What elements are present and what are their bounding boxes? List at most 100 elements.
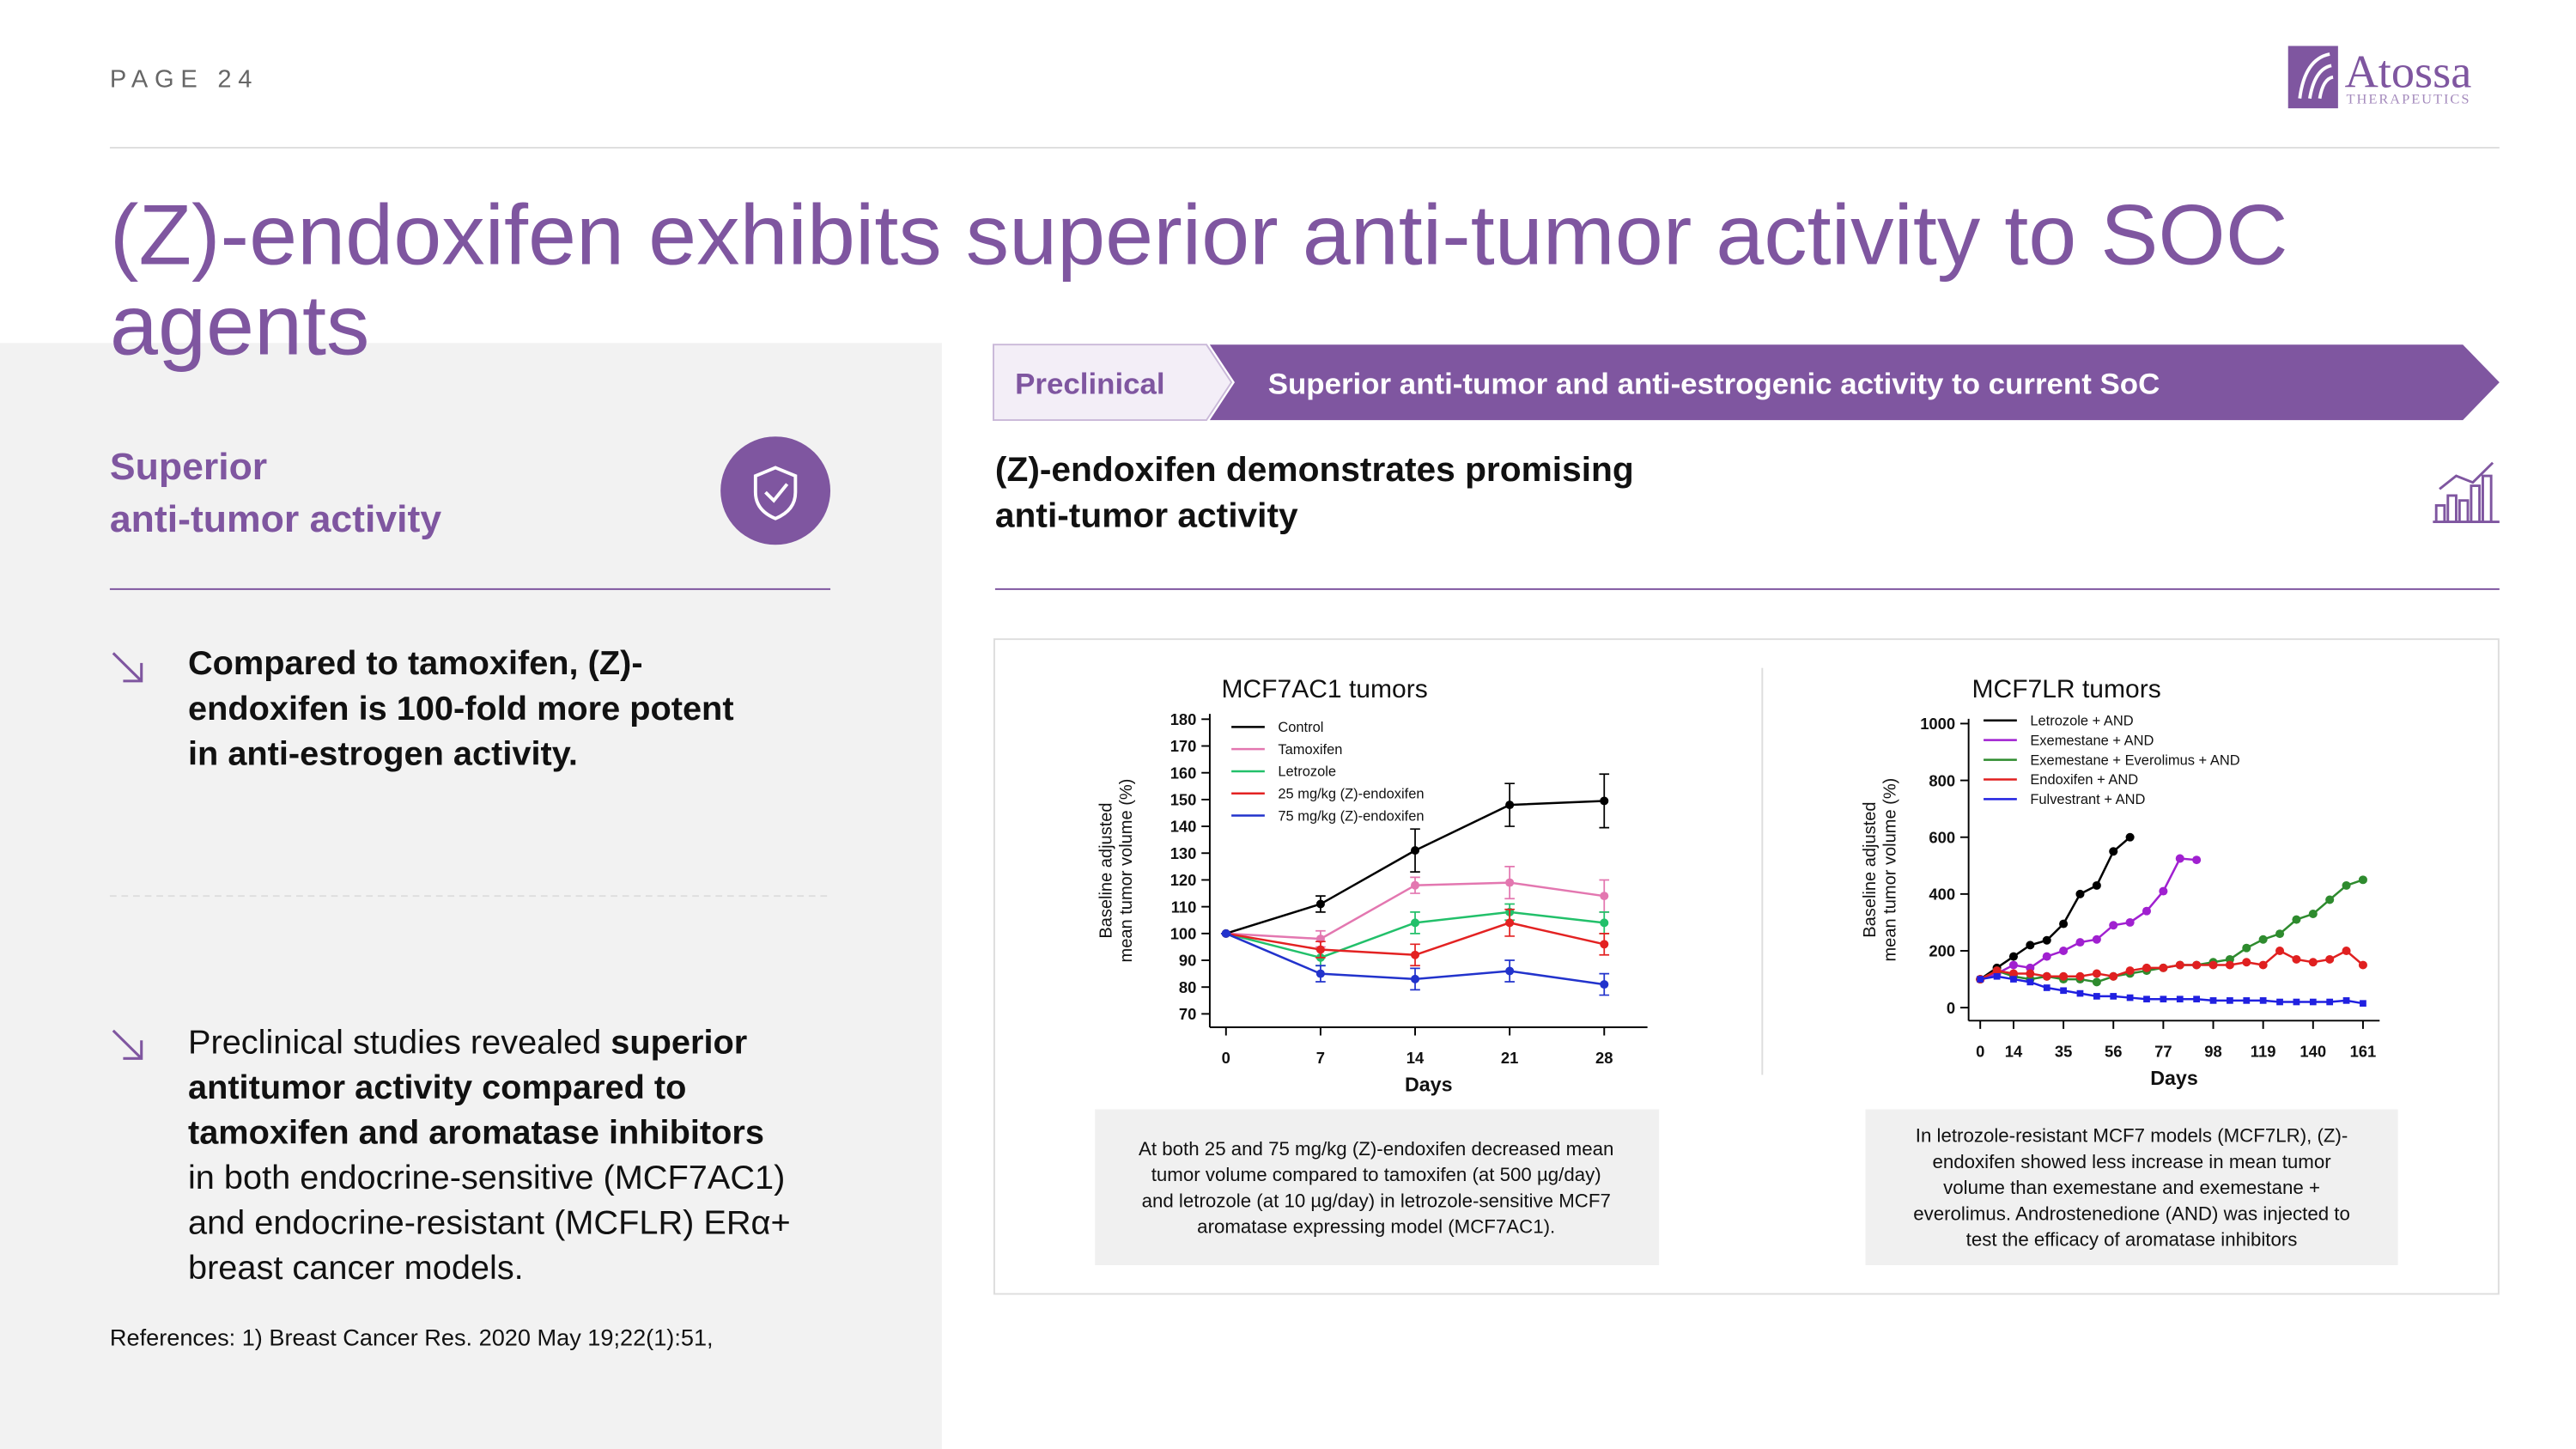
bullet-text: in anti-estrogen activity. xyxy=(188,735,578,773)
x-axis-label: Days xyxy=(2150,1067,2198,1089)
references: References: 1) Breast Cancer Res. 2020 M… xyxy=(110,1325,714,1351)
point xyxy=(2026,969,2035,978)
point xyxy=(2008,960,2018,970)
bullet-arrow xyxy=(112,1029,143,1060)
point xyxy=(2259,997,2267,1004)
point xyxy=(2208,960,2218,970)
point xyxy=(2342,997,2350,1004)
point xyxy=(2059,919,2069,928)
y-tick-label: 160 xyxy=(1170,764,1197,782)
point xyxy=(2258,935,2268,944)
point xyxy=(2209,997,2217,1004)
caption-box xyxy=(1095,1109,1660,1266)
x-tick-label: 98 xyxy=(2204,1043,2221,1061)
caption-box xyxy=(1865,1109,2398,1266)
bullet-text: endoxifen is 100-fold more potent xyxy=(188,690,734,728)
bullet-text: Compared to tamoxifen, (Z)- xyxy=(188,644,643,682)
point xyxy=(2275,947,2285,955)
caption-line: aromatase expressing model (MCF7AC1). xyxy=(1197,1216,1555,1238)
banner xyxy=(1209,344,2500,421)
point xyxy=(2192,960,2202,970)
point xyxy=(1410,846,1420,855)
point xyxy=(2193,995,2201,1003)
point xyxy=(2143,995,2150,1003)
bullet-text: antitumor activity compared to xyxy=(188,1068,686,1106)
point xyxy=(2242,958,2251,967)
x-tick-label: 21 xyxy=(1501,1049,1518,1067)
point xyxy=(1505,801,1515,810)
point xyxy=(2293,998,2300,1006)
point xyxy=(2109,921,2118,930)
point xyxy=(2075,971,2085,981)
y-tick-label: 200 xyxy=(1929,942,1955,960)
point xyxy=(2059,971,2069,981)
section-heading: anti-tumor activity xyxy=(110,498,442,540)
legend-label: 25 mg/kg (Z)-endoxifen xyxy=(1278,787,1424,802)
subheading: (Z)-endoxifen demonstrates promising xyxy=(995,449,1634,489)
point xyxy=(2243,997,2251,1004)
point xyxy=(2042,971,2051,981)
point xyxy=(1600,892,1609,901)
x-tick-label: 56 xyxy=(2105,1043,2122,1061)
y-tick-label: 100 xyxy=(1170,925,1197,943)
caption-line: test the efficacy of aromatase inhibitor… xyxy=(1966,1229,2298,1251)
legend-label: Tamoxifen xyxy=(1278,742,1342,758)
bullet-line: endoxifen is 100-fold more potent xyxy=(188,690,734,728)
point xyxy=(2125,917,2135,927)
point xyxy=(2075,938,2085,947)
shield-badge xyxy=(720,436,831,545)
point xyxy=(2109,847,2118,856)
point xyxy=(2092,935,2101,944)
point xyxy=(2176,995,2184,1003)
point xyxy=(2325,895,2335,904)
point xyxy=(2159,963,2168,972)
chart-icon xyxy=(2433,461,2500,523)
point xyxy=(2059,947,2069,955)
point xyxy=(1505,918,1515,928)
point xyxy=(2292,915,2301,924)
point xyxy=(2308,910,2318,918)
y-axis-label: mean tumor volume (%) xyxy=(1117,779,1136,963)
y-tick-label: 130 xyxy=(1170,844,1197,862)
point xyxy=(2258,960,2268,970)
bullet-text: tamoxifen and aromatase inhibitors xyxy=(188,1114,764,1152)
y-axis-label: Baseline adjusted xyxy=(1861,801,1880,937)
caption-line: everolimus. Androstenedione (AND) was in… xyxy=(1913,1202,2350,1224)
legend-label: Letrozole xyxy=(1278,764,1336,780)
point xyxy=(2060,987,2067,995)
point xyxy=(2076,989,2084,997)
legend-label: Control xyxy=(1278,720,1323,735)
x-tick-label: 7 xyxy=(1316,1049,1325,1067)
point xyxy=(1600,918,1609,928)
bullet-text: superior xyxy=(611,1024,747,1062)
section-heading: Superior xyxy=(110,446,267,488)
point xyxy=(1315,899,1325,909)
banner-tag xyxy=(993,344,1233,422)
point xyxy=(2175,854,2184,863)
point xyxy=(2358,875,2367,885)
y-tick-label: 140 xyxy=(1170,818,1197,836)
point xyxy=(2242,943,2251,953)
point xyxy=(1410,974,1420,983)
point xyxy=(2358,960,2367,970)
point xyxy=(1600,940,1609,949)
point xyxy=(2225,960,2234,970)
banner-text: Superior anti-tumor and anti-estrogenic … xyxy=(1268,368,2160,401)
y-tick-label: 110 xyxy=(1171,898,1197,916)
chart-title: MCF7LR tumors xyxy=(1972,675,2161,703)
y-tick-label: 600 xyxy=(1929,829,1955,847)
point xyxy=(2342,880,2351,890)
x-axis-label: Days xyxy=(1405,1074,1453,1096)
point xyxy=(1410,880,1420,890)
y-tick-label: 70 xyxy=(1179,1005,1196,1023)
logo-icon xyxy=(2298,52,2334,99)
bullet-line: in anti-estrogen activity. xyxy=(188,735,578,773)
point xyxy=(2042,935,2051,945)
y-tick-label: 1000 xyxy=(1920,715,1955,733)
y-tick-label: 80 xyxy=(1179,978,1196,996)
bullet-line: and endocrine-resistant (MCFLR) ERα+ xyxy=(188,1204,791,1242)
point xyxy=(1600,980,1609,989)
title: agents xyxy=(110,277,370,373)
point xyxy=(2308,958,2318,967)
